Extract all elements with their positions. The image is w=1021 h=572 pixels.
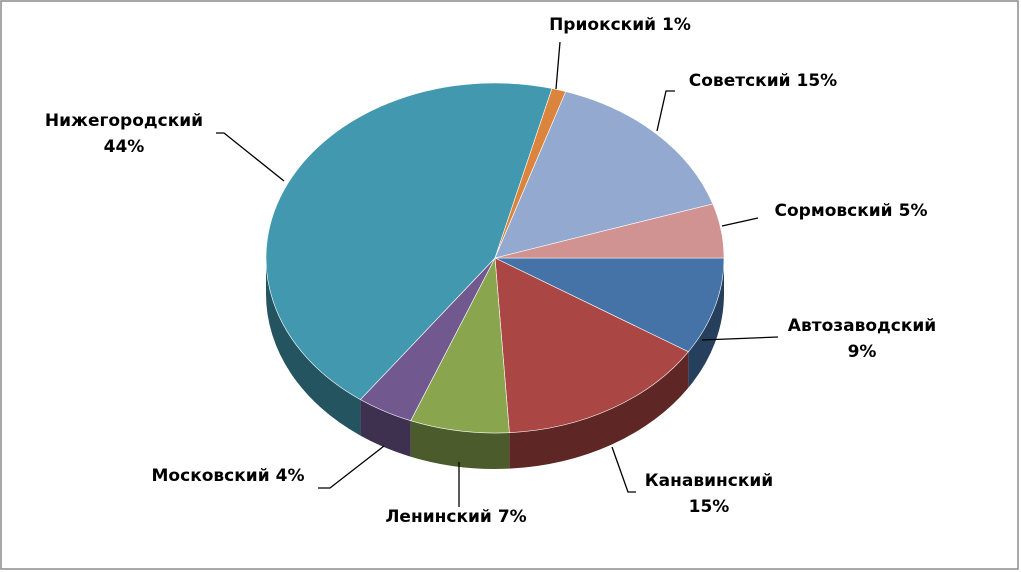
- category-label: Нижегородский: [45, 111, 203, 131]
- slice-side: [410, 420, 510, 469]
- category-label: Советский: [689, 71, 791, 91]
- data-label: Приокский 1%: [549, 15, 691, 35]
- value-label: 15%: [689, 497, 730, 517]
- leader-line: [318, 445, 385, 489]
- leader-line: [611, 446, 636, 493]
- data-labels: Автозаводский 9% Канавинский 15% Ленинский 7%…: [45, 15, 936, 527]
- pie-sides: [266, 258, 724, 469]
- leader-line: [656, 90, 675, 132]
- leader-line: [721, 217, 759, 227]
- value-label: 15%: [797, 71, 838, 91]
- leader-line: [701, 336, 779, 341]
- slice-side: [509, 351, 689, 469]
- slice: [494, 203, 725, 259]
- value-label: 7%: [498, 507, 527, 527]
- slice: [494, 257, 689, 433]
- data-label: Ленинский 7%: [385, 507, 526, 527]
- category-label: Приокский: [549, 15, 656, 35]
- slice-side: [266, 258, 361, 436]
- leader-line: [555, 41, 561, 90]
- slice: [265, 82, 553, 400]
- pie-tops: [265, 82, 725, 434]
- value-label: 5%: [899, 201, 928, 221]
- slice: [494, 91, 714, 259]
- value-label: 9%: [848, 342, 877, 362]
- value-label: 44%: [104, 137, 145, 157]
- data-label: Советский 15%: [689, 71, 837, 91]
- category-label: Автозаводский: [788, 316, 936, 336]
- value-label: 1%: [662, 15, 691, 35]
- slice-side: [360, 399, 411, 457]
- leader-line: [216, 132, 285, 182]
- slice: [494, 257, 725, 353]
- data-label: Канавинский 15%: [645, 471, 773, 517]
- data-label: Нижегородский 44%: [45, 111, 203, 157]
- data-label: Сормовский 5%: [775, 201, 928, 221]
- data-label: Автозаводский 9%: [788, 316, 936, 362]
- category-label: Ленинский: [385, 507, 492, 527]
- value-label: 4%: [276, 466, 305, 486]
- category-label: Сормовский: [775, 201, 893, 221]
- category-label: Московский: [152, 466, 270, 486]
- slice-side: [688, 258, 724, 388]
- category-label: Канавинский: [645, 471, 773, 491]
- data-label: Московский 4%: [152, 466, 305, 486]
